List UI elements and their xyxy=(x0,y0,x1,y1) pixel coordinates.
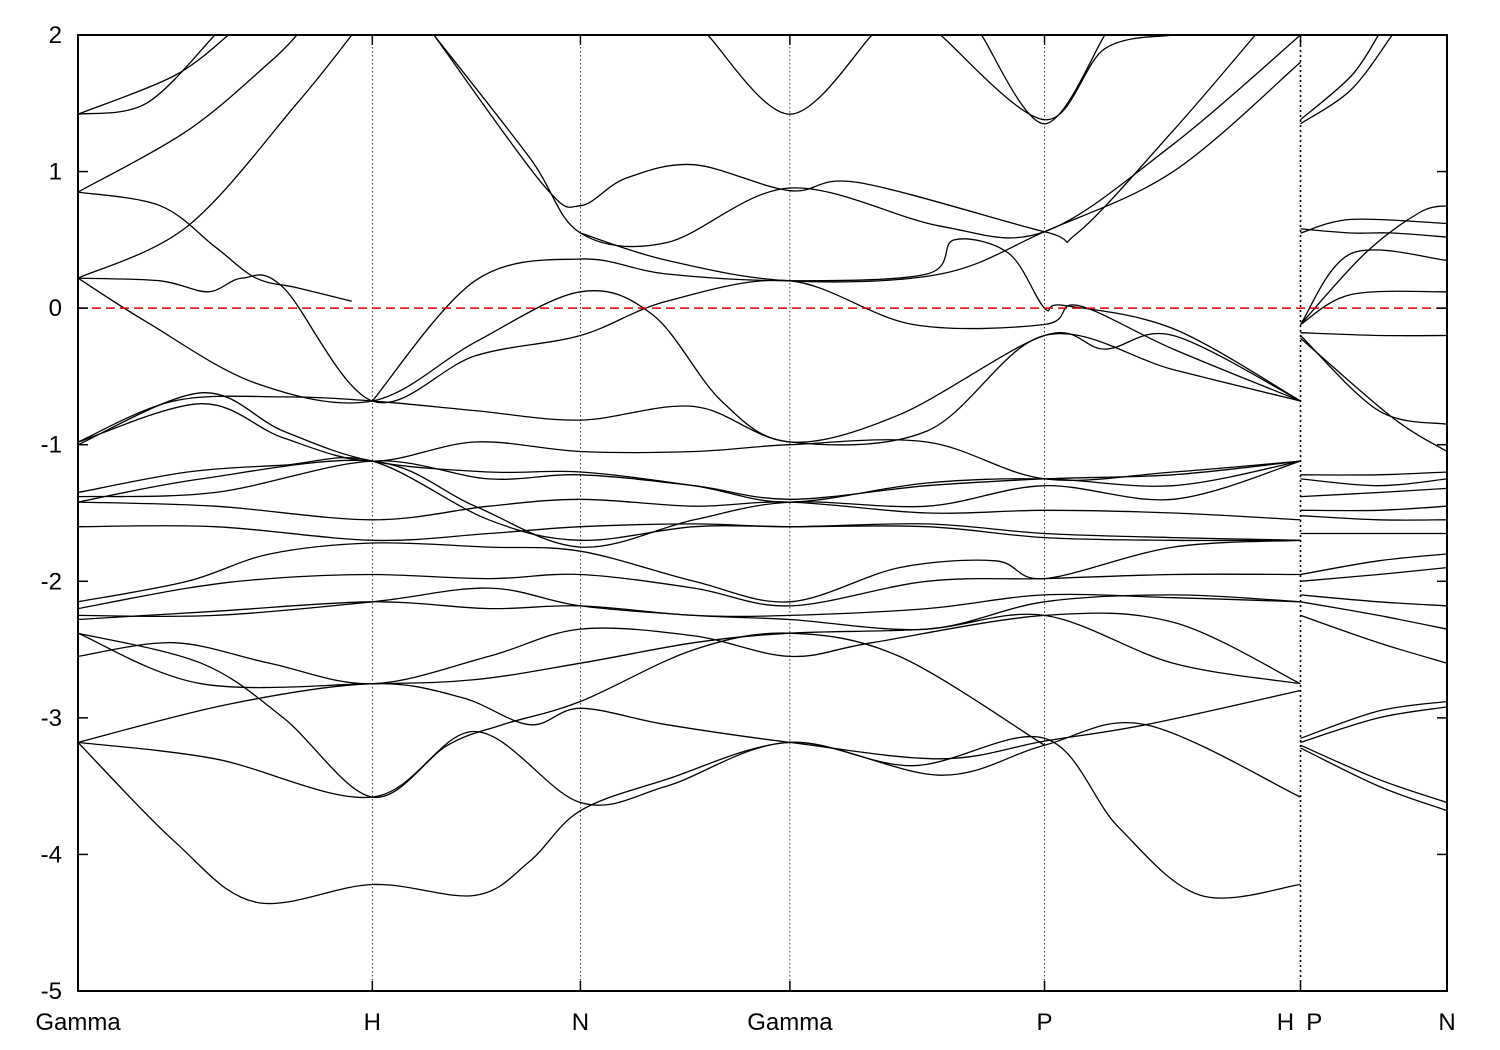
band-line-20 xyxy=(78,274,1301,404)
band-line-33 xyxy=(1300,35,1393,125)
band-line-53 xyxy=(1300,614,1447,664)
band-line-44 xyxy=(1300,478,1447,487)
x-tick-label-gamma: Gamma xyxy=(747,1009,833,1036)
band-line-42 xyxy=(1300,337,1447,453)
band-line-38 xyxy=(1300,205,1447,325)
x-tick-label-h: H xyxy=(364,1009,381,1036)
band-line-19 xyxy=(78,277,1301,443)
band-line-46 xyxy=(1300,505,1447,512)
band-line-45 xyxy=(1300,487,1447,498)
y-tick-label: 1 xyxy=(49,159,62,186)
band-line-29 xyxy=(580,61,1301,283)
band-line-49 xyxy=(1300,553,1447,576)
band-line-47 xyxy=(1300,515,1447,521)
band-line-6 xyxy=(78,612,1301,685)
band-line-25 xyxy=(78,35,229,115)
x-tick-label-p: P xyxy=(1306,1009,1322,1036)
band-line-30 xyxy=(707,35,873,115)
band-line-55 xyxy=(1300,706,1447,744)
band-line-34 xyxy=(1300,35,1380,121)
y-tick-label: 0 xyxy=(49,295,62,322)
band-line-23 xyxy=(78,35,298,193)
x-tick-label-gamma: Gamma xyxy=(35,1009,121,1036)
x-axis: Gamma H N Gamma P H P N xyxy=(35,1009,1455,1036)
band-line-14 xyxy=(78,459,1301,548)
band-line-11 xyxy=(78,523,1301,542)
band-line-41 xyxy=(1300,335,1447,425)
band-line-4 xyxy=(78,613,1301,689)
plot-frame xyxy=(77,34,1448,992)
band-line-27 xyxy=(433,35,1301,248)
band-line-56 xyxy=(1300,744,1447,804)
band-line-37 xyxy=(1299,249,1447,325)
band-line-10 xyxy=(78,573,1301,610)
y-tick-label: -2 xyxy=(41,568,62,595)
band-line-5 xyxy=(78,632,1045,798)
band-line-8 xyxy=(78,593,1301,621)
band-line-18 xyxy=(78,333,1301,446)
x-tick-label-n: N xyxy=(1438,1009,1455,1036)
band-line-24 xyxy=(78,191,352,302)
band-line-16 xyxy=(78,403,1301,482)
band-line-43 xyxy=(1300,471,1447,476)
band-line-26 xyxy=(78,35,216,115)
bands-group xyxy=(78,35,1447,905)
band-line-36 xyxy=(1300,218,1447,234)
band-line-21 xyxy=(78,35,353,279)
band-line-51 xyxy=(1300,594,1447,607)
band-line-57 xyxy=(1300,747,1447,812)
x-tick-label-n: N xyxy=(572,1009,589,1036)
band-line-3 xyxy=(78,682,1301,760)
band-line-39 xyxy=(1300,290,1447,326)
x-tick-label-p: P xyxy=(1037,1009,1053,1036)
y-tick-label: 2 xyxy=(49,22,62,49)
band-line-2 xyxy=(78,721,1301,806)
band-line-50 xyxy=(1300,566,1447,582)
band-line-31 xyxy=(980,35,1106,125)
band-line-12 xyxy=(78,498,1301,521)
y-tick-label: -4 xyxy=(41,841,62,868)
band-line-17 xyxy=(78,392,1301,503)
band-line-54 xyxy=(1300,700,1447,739)
y-axis: 2 1 0 -1 -2 -3 -4 -5 xyxy=(41,22,1447,1005)
band-line-40 xyxy=(1300,332,1447,337)
band-line-15 xyxy=(78,456,1301,542)
y-tick-label: -3 xyxy=(41,705,62,732)
band-line-52 xyxy=(1300,601,1447,630)
x-tick-label-h: H xyxy=(1277,1009,1294,1036)
y-tick-label: -5 xyxy=(41,978,62,1005)
band-line-7 xyxy=(78,587,1301,631)
band-line-32 xyxy=(940,35,1174,121)
band-line-28 xyxy=(433,35,1256,243)
band-line-22 xyxy=(371,238,1301,402)
y-tick-label: -1 xyxy=(41,432,62,459)
band-line-1 xyxy=(78,735,1301,905)
kpoint-separators xyxy=(371,35,1302,991)
band-line-35 xyxy=(1300,228,1447,238)
band-line-9 xyxy=(78,539,1301,603)
